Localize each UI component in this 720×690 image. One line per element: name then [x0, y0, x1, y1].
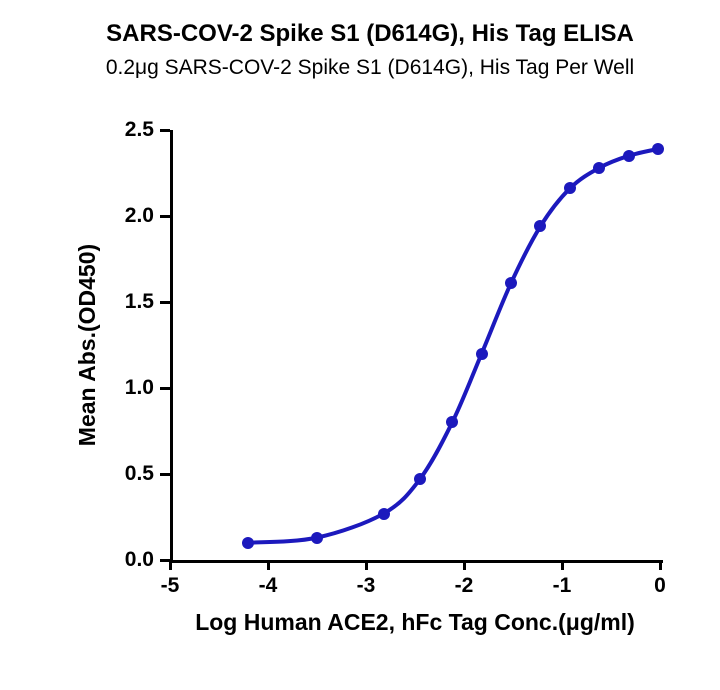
y-tick-label: 2.0: [104, 204, 154, 228]
x-axis-line: [170, 560, 663, 563]
y-tick: [160, 559, 170, 562]
data-marker: [505, 277, 517, 289]
x-tick-label: -4: [259, 574, 278, 598]
y-tick-label: 1.0: [104, 376, 154, 400]
y-tick: [160, 215, 170, 218]
data-marker: [564, 182, 576, 194]
x-tick-label: -5: [161, 574, 180, 598]
y-tick: [160, 387, 170, 390]
data-marker: [446, 416, 458, 428]
x-tick: [169, 560, 172, 570]
data-curve: [248, 149, 658, 543]
y-tick-label: 1.5: [104, 290, 154, 314]
data-marker: [476, 348, 488, 360]
data-marker: [593, 162, 605, 174]
x-tick: [561, 560, 564, 570]
x-axis-label: Log Human ACE2, hFc Tag Conc.(μg/ml): [170, 609, 660, 636]
chart-title: SARS-COV-2 Spike S1 (D614G), His Tag ELI…: [60, 20, 680, 48]
x-tick: [659, 560, 662, 570]
data-marker: [378, 508, 390, 520]
data-marker: [652, 143, 664, 155]
curve-svg: [170, 130, 660, 560]
chart-subtitle: 0.2μg SARS-COV-2 Spike S1 (D614G), His T…: [60, 56, 680, 80]
data-marker: [623, 150, 635, 162]
chart-container: SARS-COV-2 Spike S1 (D614G), His Tag ELI…: [0, 0, 720, 690]
x-tick-label: 0: [654, 574, 666, 598]
y-tick: [160, 301, 170, 304]
data-marker: [242, 537, 254, 549]
data-marker: [414, 473, 426, 485]
data-marker: [311, 532, 323, 544]
y-tick: [160, 129, 170, 132]
plot-area: -5-4-3-2-100.00.51.01.52.02.5: [170, 130, 660, 560]
y-axis-label: Mean Abs.(OD450): [74, 130, 101, 560]
x-tick-label: -3: [357, 574, 376, 598]
y-tick-label: 0.0: [104, 548, 154, 572]
x-tick: [365, 560, 368, 570]
x-tick-label: -1: [553, 574, 572, 598]
x-tick: [267, 560, 270, 570]
y-tick: [160, 473, 170, 476]
x-tick-label: -2: [455, 574, 474, 598]
y-tick-label: 0.5: [104, 462, 154, 486]
x-tick: [463, 560, 466, 570]
y-tick-label: 2.5: [104, 118, 154, 142]
data-marker: [534, 220, 546, 232]
